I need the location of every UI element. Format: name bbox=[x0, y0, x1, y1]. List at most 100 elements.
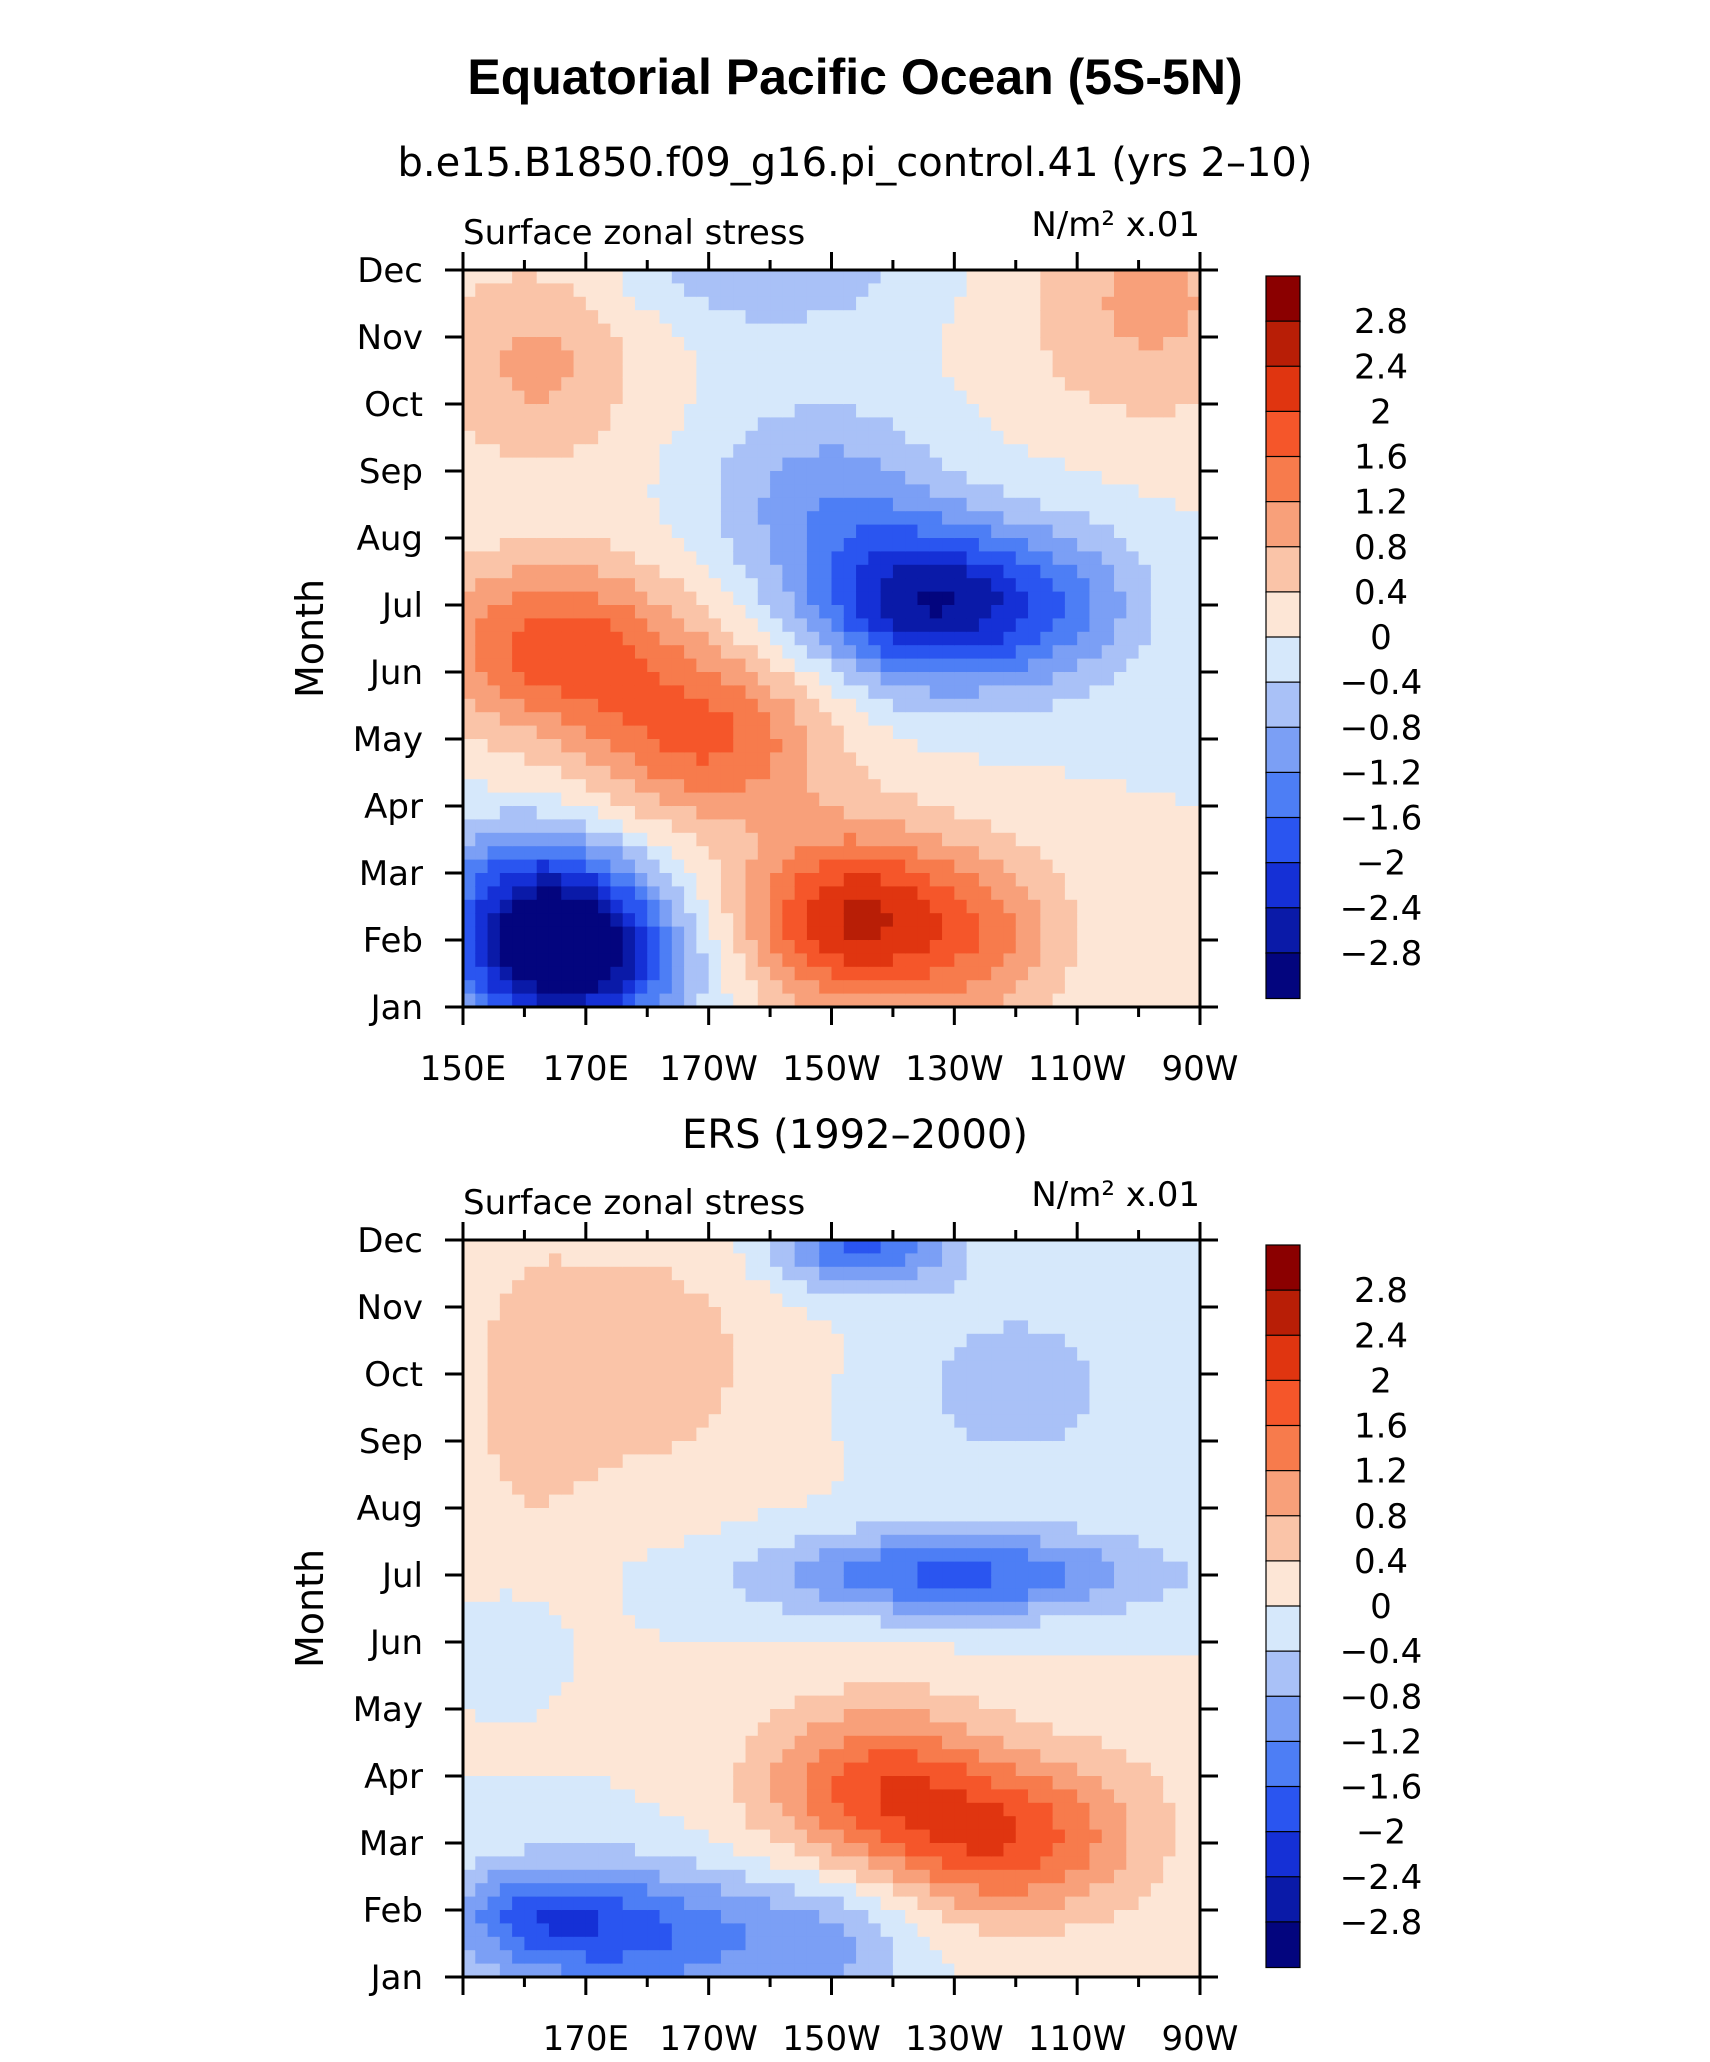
heat-cell bbox=[1101, 524, 1115, 539]
heat-cell bbox=[634, 953, 648, 968]
heat-cell bbox=[708, 1816, 722, 1831]
heat-cell bbox=[868, 457, 882, 472]
heat-cell bbox=[622, 1266, 636, 1281]
heat-cell bbox=[598, 658, 611, 673]
heat-cell bbox=[499, 739, 513, 753]
heat-cell bbox=[536, 1843, 550, 1857]
heat-cell bbox=[745, 792, 759, 807]
heat-cell bbox=[548, 1829, 562, 1844]
heat-cell bbox=[1187, 792, 1201, 807]
heat-cell bbox=[856, 497, 869, 512]
heat-cell bbox=[880, 779, 894, 794]
heat-cell bbox=[782, 283, 796, 298]
heat-cell bbox=[1052, 765, 1066, 780]
heat-cell bbox=[536, 940, 550, 954]
heat-cell bbox=[720, 1762, 734, 1777]
heat-cell bbox=[733, 1481, 747, 1496]
heat-cell bbox=[512, 940, 526, 954]
heat-cell bbox=[573, 806, 587, 820]
heat-cell bbox=[696, 913, 710, 928]
heat-cell bbox=[856, 457, 869, 472]
heat-cell bbox=[1138, 859, 1152, 874]
heat-cell bbox=[757, 712, 771, 727]
heat-cell bbox=[548, 1400, 562, 1415]
heat-cell bbox=[733, 1441, 747, 1455]
heat-cell bbox=[708, 404, 722, 418]
heat-cell bbox=[585, 765, 599, 780]
heat-cell bbox=[843, 350, 857, 365]
heat-cell bbox=[708, 1588, 722, 1603]
heat-cell bbox=[794, 1695, 808, 1710]
heat-cell bbox=[794, 1829, 808, 1844]
heat-cell bbox=[585, 1441, 599, 1455]
heat-cell bbox=[708, 1307, 722, 1321]
heat-cell bbox=[905, 685, 919, 700]
heat-cell bbox=[634, 926, 648, 941]
heat-cell bbox=[1015, 457, 1029, 472]
heat-cell bbox=[499, 1266, 513, 1281]
heat-cell bbox=[757, 444, 771, 459]
heat-cell bbox=[512, 430, 526, 445]
heat-cell bbox=[610, 1481, 624, 1496]
heat-cell bbox=[819, 672, 833, 686]
heat-cell bbox=[696, 417, 710, 432]
heat-cell bbox=[770, 1776, 783, 1790]
heat-cell bbox=[1150, 363, 1164, 378]
heat-cell bbox=[684, 1588, 697, 1603]
heat-cell bbox=[1175, 605, 1189, 619]
heat-cell bbox=[622, 1950, 636, 1965]
heat-cell bbox=[1138, 430, 1152, 445]
heat-cell bbox=[868, 819, 882, 834]
heat-cell bbox=[1187, 966, 1201, 981]
heat-cell bbox=[536, 484, 550, 499]
heat-cell bbox=[634, 430, 648, 445]
heat-cell bbox=[892, 859, 906, 874]
heat-cell bbox=[745, 1735, 759, 1750]
heat-cell bbox=[708, 1642, 722, 1656]
heat-cell bbox=[733, 605, 747, 619]
heat-cell bbox=[499, 323, 513, 338]
heat-cell bbox=[1015, 792, 1029, 807]
heat-cell bbox=[475, 1601, 489, 1616]
heat-cell bbox=[1150, 511, 1164, 526]
heat-cell bbox=[548, 859, 562, 874]
heat-cell bbox=[524, 1709, 538, 1723]
heat-cell bbox=[733, 1668, 747, 1683]
heat-cell bbox=[905, 993, 919, 1008]
heat-cell bbox=[487, 1400, 501, 1415]
heat-cell bbox=[782, 1776, 796, 1790]
heat-cell bbox=[671, 752, 685, 767]
heat-cell bbox=[806, 953, 820, 968]
heat-cell bbox=[548, 1360, 562, 1375]
heat-cell bbox=[942, 511, 955, 526]
heat-cell bbox=[892, 631, 906, 646]
heat-cell bbox=[487, 631, 501, 646]
heat-cell bbox=[843, 363, 857, 378]
heat-cell bbox=[782, 564, 796, 579]
heat-cell bbox=[659, 1628, 673, 1643]
heat-cell bbox=[991, 605, 1005, 619]
heat-cell bbox=[1040, 618, 1054, 633]
heat-cell bbox=[1077, 873, 1091, 887]
heat-cell bbox=[770, 350, 783, 365]
heat-cell bbox=[684, 1601, 697, 1616]
heat-cell bbox=[487, 1843, 501, 1857]
heat-cell bbox=[684, 511, 697, 526]
heat-cell bbox=[463, 1896, 476, 1911]
heat-cell bbox=[536, 1561, 550, 1576]
heat-cell bbox=[770, 1307, 783, 1321]
heat-cell bbox=[696, 283, 710, 298]
heat-cell bbox=[929, 886, 943, 901]
heat-cell bbox=[880, 685, 894, 700]
heat-cell bbox=[1015, 363, 1029, 378]
heat-cell bbox=[548, 1548, 562, 1563]
heat-cell bbox=[684, 270, 697, 284]
heat-cell bbox=[536, 1963, 550, 1978]
heat-cell bbox=[548, 497, 562, 512]
heat-cell bbox=[647, 1883, 661, 1898]
heat-cell bbox=[978, 913, 992, 928]
heat-cell bbox=[659, 819, 673, 834]
heat-cell bbox=[659, 1963, 673, 1978]
heat-cell bbox=[573, 1936, 587, 1951]
heat-cell bbox=[1003, 725, 1017, 740]
